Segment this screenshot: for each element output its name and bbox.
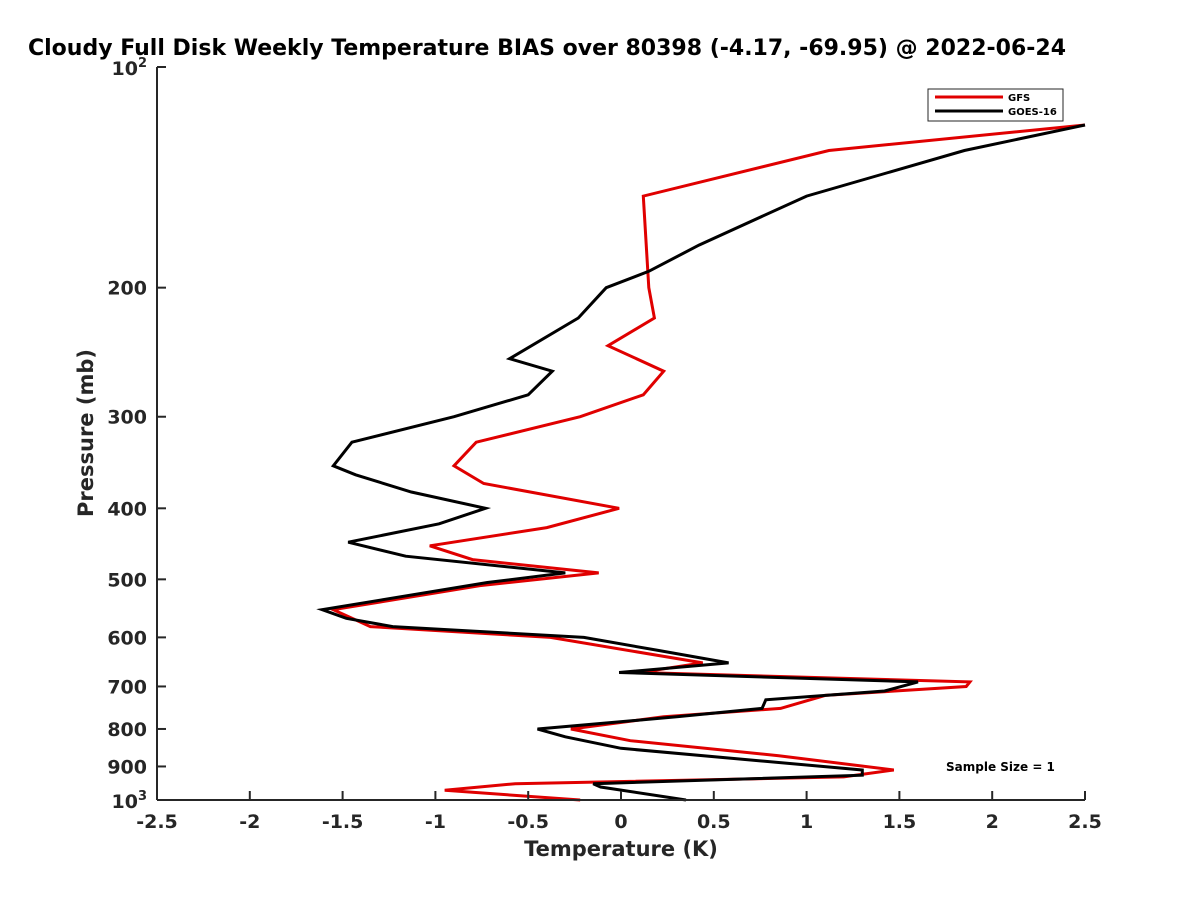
x-axis-label: Temperature (K) bbox=[524, 837, 718, 861]
y-tick-label: 400 bbox=[107, 498, 147, 520]
y-tick-label: 300 bbox=[107, 407, 147, 429]
y-tick-label: 500 bbox=[107, 569, 147, 591]
x-tick-label: -2 bbox=[239, 811, 260, 833]
series-layer bbox=[316, 123, 1086, 802]
y-tick-label: 200 bbox=[107, 278, 147, 300]
x-tick-label: -0.5 bbox=[507, 811, 549, 833]
legend-label-gfs: GFS bbox=[1008, 93, 1030, 104]
x-tick-label: 0.5 bbox=[697, 811, 731, 833]
legend-box bbox=[927, 88, 1064, 122]
x-tick-label: 1 bbox=[800, 811, 813, 833]
y-tick-label: 600 bbox=[107, 627, 147, 649]
series-line-gfs bbox=[328, 123, 1086, 802]
x-tick-label: -1.5 bbox=[322, 811, 364, 833]
x-tick-label: -1 bbox=[425, 811, 446, 833]
x-tick-label: 0 bbox=[614, 811, 627, 833]
x-tick-label: 2.5 bbox=[1068, 811, 1102, 833]
chart-title: Cloudy Full Disk Weekly Temperature BIAS… bbox=[28, 36, 1066, 61]
y-tick-label-top: 102 bbox=[112, 56, 148, 80]
series-line-goes16 bbox=[316, 123, 1086, 802]
plot-area: -2.5 -2 -1.5 -1 -0.5 0 0.5 1 1.5 2 2.5 200 300 400 500… bbox=[107, 56, 1102, 833]
y-tick-label-bottom: 103 bbox=[112, 789, 148, 813]
y-tick-label: 900 bbox=[107, 756, 147, 778]
y-tick-label: 800 bbox=[107, 719, 147, 741]
sample-size-annotation: Sample Size = 1 bbox=[946, 760, 1055, 774]
legend: GFS GOES-16 bbox=[927, 88, 1064, 122]
y-axis-label: Pressure (mb) bbox=[74, 349, 98, 517]
x-tick-label: -2.5 bbox=[136, 811, 178, 833]
x-tick-label: 2 bbox=[986, 811, 999, 833]
y-tick-label: 700 bbox=[107, 676, 147, 698]
axes-layer: -2.5 -2 -1.5 -1 -0.5 0 0.5 1 1.5 2 2.5 200 300 400 500… bbox=[107, 56, 1102, 833]
legend-label-goes16: GOES-16 bbox=[1008, 107, 1057, 118]
x-tick-label: 1.5 bbox=[883, 811, 917, 833]
